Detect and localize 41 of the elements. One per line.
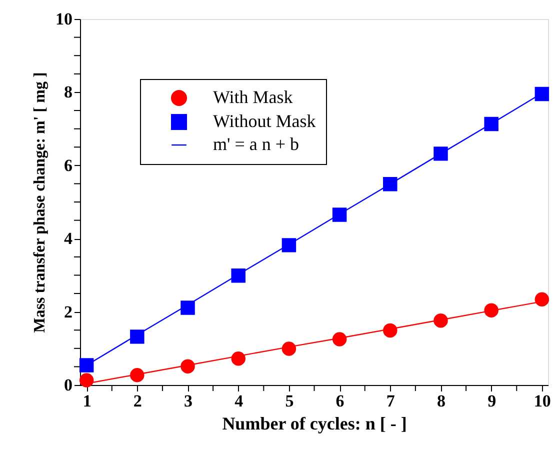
- point: [332, 332, 347, 346]
- point: [484, 303, 498, 318]
- point: [534, 86, 550, 102]
- legend-label: With Mask: [213, 87, 293, 107]
- point: [130, 330, 144, 344]
- y-tick-label: 0: [64, 376, 72, 394]
- y-tick-label: 4: [64, 229, 73, 248]
- x-tick-label: 10: [534, 392, 551, 410]
- point: [231, 268, 246, 283]
- legend-label: m' = a n + b: [213, 134, 300, 154]
- point: [79, 358, 94, 372]
- x-tick-label: 3: [184, 392, 193, 410]
- x-tick-label: 2: [133, 392, 142, 410]
- point: [484, 116, 498, 132]
- x-tick-label: 6: [336, 392, 344, 410]
- y-tick-label: 10: [56, 10, 72, 28]
- x-tick-label: 1: [82, 392, 92, 410]
- point: [79, 373, 94, 388]
- x-tick-label: 8: [436, 392, 446, 410]
- point: [383, 176, 398, 192]
- point: [130, 368, 144, 382]
- x-tick-label: 9: [488, 392, 496, 410]
- point: [434, 146, 448, 161]
- x-axis-title: Number of cycles: n [ - ]: [222, 414, 407, 434]
- y-axis-title: Mass transfer phase change: m' [ mg ]: [32, 72, 48, 333]
- x-tick-label: 7: [386, 392, 396, 410]
- point: [231, 352, 246, 366]
- y-tick-label: 2: [64, 302, 72, 322]
- point: [180, 300, 195, 315]
- x-tick-label: 4: [234, 392, 244, 410]
- point: [332, 208, 347, 222]
- point: [282, 238, 296, 252]
- point: [434, 313, 448, 328]
- y-tick-label: 8: [64, 82, 72, 102]
- point: [383, 323, 398, 338]
- point: [534, 292, 550, 306]
- point: [282, 342, 296, 356]
- point: [180, 359, 195, 374]
- y-tick-label: 6: [64, 156, 72, 175]
- x-tick-label: 5: [285, 392, 294, 410]
- legend-label: Without Mask: [213, 111, 316, 131]
